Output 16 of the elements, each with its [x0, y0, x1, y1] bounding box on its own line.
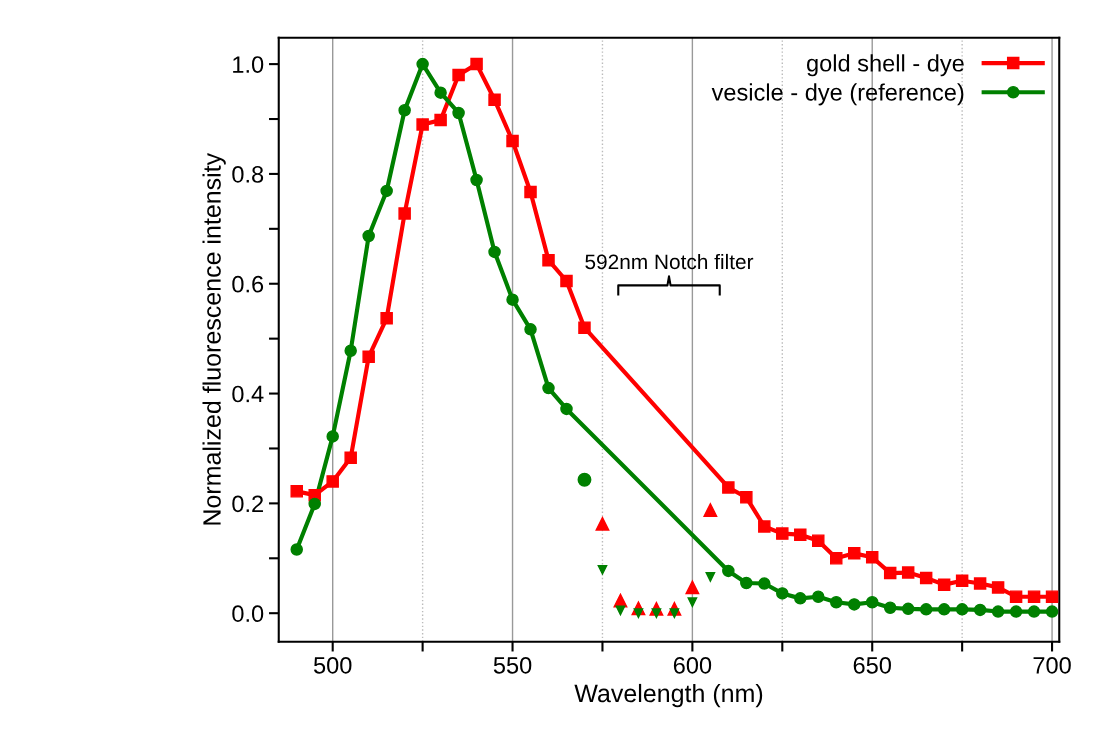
legend-label: gold shell - dye: [807, 54, 964, 77]
y-tick-label: 0.0: [232, 605, 264, 622]
x-tick-label: 600: [673, 656, 712, 674]
annotation: 592nm Notch filter: [585, 253, 754, 270]
y-tick-label: 0.8: [232, 165, 264, 183]
y-tick-label: 1.0: [233, 56, 264, 73]
x-tick-label: 700: [1033, 656, 1071, 674]
x-tick-label: 650: [853, 656, 891, 674]
y-tick-label: 0.2: [232, 495, 263, 513]
y-tick-label: 0.4: [232, 385, 264, 403]
y-axis-title: Normalized fluorescence intensity: [202, 152, 226, 525]
x-tick-label: 500: [313, 656, 352, 674]
x-tick-label: 550: [493, 656, 532, 674]
x-axis-title: Wavelength (nm): [574, 683, 763, 708]
y-tick-label: 0.6: [232, 275, 264, 293]
legend-label: vesicle - dye (reference): [711, 83, 964, 106]
